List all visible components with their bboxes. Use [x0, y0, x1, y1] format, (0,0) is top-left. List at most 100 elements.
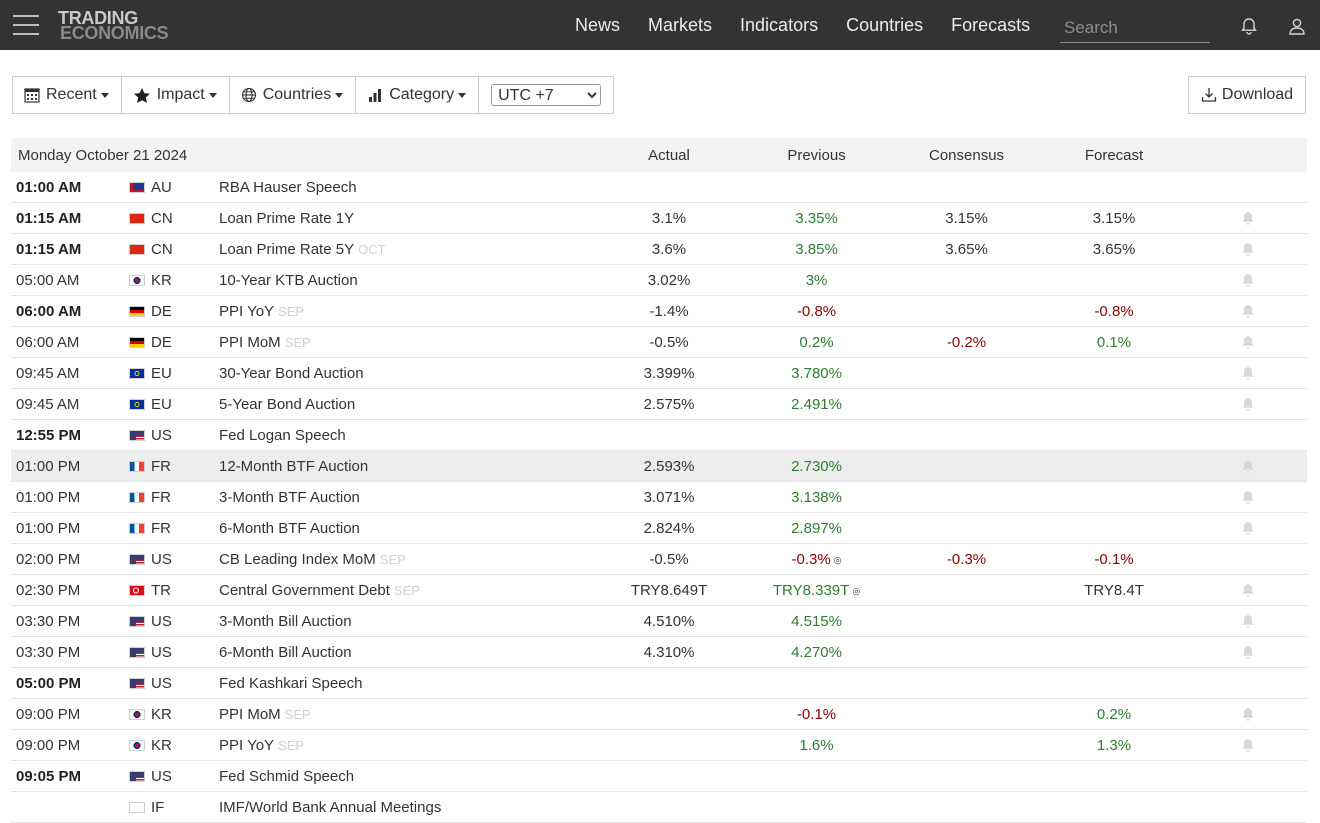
event-name[interactable]: 3-Month BTF Auction: [219, 488, 360, 506]
event-cell[interactable]: 6-Month Bill Auction: [219, 636, 600, 668]
event-cell[interactable]: Loan Prime Rate 1Y: [219, 202, 600, 234]
event-cell[interactable]: Central Government Debt SEP: [219, 574, 600, 606]
table-row[interactable]: 01:15 AM CN Loan Prime Rate 1Y 3.1% 3.35% 3.1…: [11, 202, 1308, 234]
actual-header[interactable]: Actual: [599, 138, 740, 172]
event-name[interactable]: PPI YoY: [219, 736, 275, 754]
event-cell[interactable]: 3-Month Bill Auction: [219, 605, 600, 637]
timezone-select[interactable]: UTC +7: [491, 84, 602, 106]
country-cell[interactable]: US: [129, 760, 219, 792]
nav-link-indicators[interactable]: Indicators: [740, 14, 819, 35]
table-row[interactable]: 03:30 PM US 6-Month Bill Auction 4.310% 4.27…: [11, 636, 1308, 668]
country-cell[interactable]: AU: [129, 172, 219, 203]
event-cell[interactable]: PPI YoY SEP: [219, 295, 600, 327]
event-cell[interactable]: IMF/World Bank Annual Meetings: [219, 791, 600, 823]
event-name[interactable]: RBA Hauser Speech: [219, 178, 357, 196]
event-cell[interactable]: Fed Logan Speech: [219, 419, 600, 451]
event-cell[interactable]: 12-Month BTF Auction: [219, 450, 600, 482]
table-row[interactable]: 05:00 AM KR 10-Year KTB Auction 3.02% 3%: [11, 264, 1308, 296]
table-row[interactable]: 09:05 PM US Fed Schmid Speech: [11, 760, 1308, 792]
event-name[interactable]: Fed Schmid Speech: [219, 767, 355, 785]
event-name[interactable]: Loan Prime Rate 1Y: [219, 209, 355, 227]
event-name[interactable]: PPI YoY: [219, 302, 275, 320]
country-cell[interactable]: FR: [129, 450, 219, 482]
country-cell[interactable]: EU: [129, 388, 219, 420]
country-cell[interactable]: TR: [129, 574, 219, 606]
impact-dropdown[interactable]: Impact: [122, 77, 230, 113]
event-name[interactable]: 6-Month Bill Auction: [219, 643, 352, 661]
table-row[interactable]: 01:00 AM AU RBA Hauser Speech: [11, 172, 1308, 203]
event-cell[interactable]: PPI YoY SEP: [219, 729, 600, 761]
event-cell[interactable]: 10-Year KTB Auction: [219, 264, 600, 296]
nav-link-markets[interactable]: Markets: [648, 14, 713, 35]
event-name[interactable]: 12-Month BTF Auction: [219, 457, 369, 475]
category-dropdown[interactable]: Category: [356, 77, 480, 113]
recent-dropdown[interactable]: Recent: [13, 77, 122, 113]
alert-bell-icon[interactable]: [1241, 459, 1255, 474]
country-cell[interactable]: DE: [129, 326, 219, 358]
event-name[interactable]: Loan Prime Rate 5Y: [219, 240, 355, 258]
event-cell[interactable]: PPI MoM SEP: [219, 326, 600, 358]
event-cell[interactable]: Fed Kashkari Speech: [219, 667, 600, 699]
country-cell[interactable]: DE: [129, 295, 219, 327]
table-row[interactable]: 09:00 PM KR PPI MoM SEP -0.1% 0.2%: [11, 698, 1308, 730]
alert-bell-icon[interactable]: [1241, 304, 1255, 319]
table-row[interactable]: 12:55 PM US Fed Logan Speech: [11, 419, 1308, 451]
event-cell[interactable]: CB Leading Index MoM SEP: [219, 543, 600, 575]
event-name[interactable]: IMF/World Bank Annual Meetings: [219, 798, 442, 816]
event-cell[interactable]: PPI MoM SEP: [219, 698, 600, 730]
alert-bell-icon[interactable]: [1241, 614, 1255, 629]
table-row[interactable]: 05:00 PM US Fed Kashkari Speech: [11, 667, 1308, 699]
country-cell[interactable]: CN: [129, 202, 219, 234]
alert-bell-icon[interactable]: [1241, 521, 1255, 536]
logo[interactable]: TRADING ECONOMICS: [58, 9, 169, 42]
event-cell[interactable]: RBA Hauser Speech: [219, 172, 600, 203]
table-row[interactable]: 01:00 PM FR 6-Month BTF Auction 2.824% 2.897…: [11, 512, 1308, 544]
alert-bell-icon[interactable]: [1241, 366, 1255, 381]
event-name[interactable]: Fed Logan Speech: [219, 426, 346, 444]
country-cell[interactable]: CN: [129, 233, 219, 265]
nav-link-news[interactable]: News: [575, 14, 621, 35]
revised-marker-icon[interactable]: ◎: [833, 554, 842, 565]
table-row[interactable]: 06:00 AM DE PPI MoM SEP -0.5% 0.2% -0.2% 0.1%: [11, 326, 1308, 358]
event-cell[interactable]: 3-Month BTF Auction: [219, 481, 600, 513]
notifications-bell-icon[interactable]: [1240, 17, 1258, 35]
country-cell[interactable]: IF: [129, 791, 219, 823]
country-cell[interactable]: KR: [129, 729, 219, 761]
country-cell[interactable]: KR: [129, 264, 219, 296]
country-cell[interactable]: US: [129, 667, 219, 699]
event-cell[interactable]: Loan Prime Rate 5Y OCT: [219, 233, 600, 265]
country-cell[interactable]: US: [129, 543, 219, 575]
nav-link-countries[interactable]: Countries: [846, 14, 924, 35]
event-cell[interactable]: 6-Month BTF Auction: [219, 512, 600, 544]
nav-link-forecasts[interactable]: Forecasts: [951, 14, 1031, 35]
hamburger-menu-icon[interactable]: [13, 15, 39, 35]
alert-bell-icon[interactable]: [1241, 211, 1255, 226]
event-cell[interactable]: Fed Schmid Speech: [219, 760, 600, 792]
event-name[interactable]: 30-Year Bond Auction: [219, 364, 364, 382]
event-name[interactable]: PPI MoM: [219, 333, 281, 351]
consensus-header[interactable]: Consensus: [894, 138, 1040, 172]
alert-bell-icon[interactable]: [1241, 738, 1255, 753]
country-cell[interactable]: FR: [129, 512, 219, 544]
event-name[interactable]: 10-Year KTB Auction: [219, 271, 358, 289]
alert-bell-icon[interactable]: [1241, 273, 1255, 288]
previous-header[interactable]: Previous: [739, 138, 895, 172]
event-name[interactable]: PPI MoM: [219, 705, 281, 723]
event-cell[interactable]: 5-Year Bond Auction: [219, 388, 600, 420]
table-row[interactable]: 09:00 PM KR PPI YoY SEP 1.6% 1.3%: [11, 729, 1308, 761]
user-account-icon[interactable]: [1288, 17, 1306, 35]
country-cell[interactable]: US: [129, 605, 219, 637]
country-cell[interactable]: US: [129, 419, 219, 451]
table-row[interactable]: 01:15 AM CN Loan Prime Rate 5Y OCT 3.6% 3.85%…: [11, 233, 1308, 265]
table-row[interactable]: 06:00 AM DE PPI YoY SEP -1.4% -0.8% -0.8%: [11, 295, 1308, 327]
event-name[interactable]: 5-Year Bond Auction: [219, 395, 356, 413]
event-cell[interactable]: 30-Year Bond Auction: [219, 357, 600, 389]
country-cell[interactable]: KR: [129, 698, 219, 730]
table-row[interactable]: 09:45 AM EU 30-Year Bond Auction 3.399% 3.78…: [11, 357, 1308, 389]
alert-bell-icon[interactable]: [1241, 645, 1255, 660]
alert-bell-icon[interactable]: [1241, 335, 1255, 350]
table-row[interactable]: 01:00 PM FR 3-Month BTF Auction 3.071% 3.138…: [11, 481, 1308, 513]
alert-bell-icon[interactable]: [1241, 707, 1255, 722]
event-name[interactable]: 3-Month Bill Auction: [219, 612, 352, 630]
event-name[interactable]: CB Leading Index MoM: [219, 550, 376, 568]
